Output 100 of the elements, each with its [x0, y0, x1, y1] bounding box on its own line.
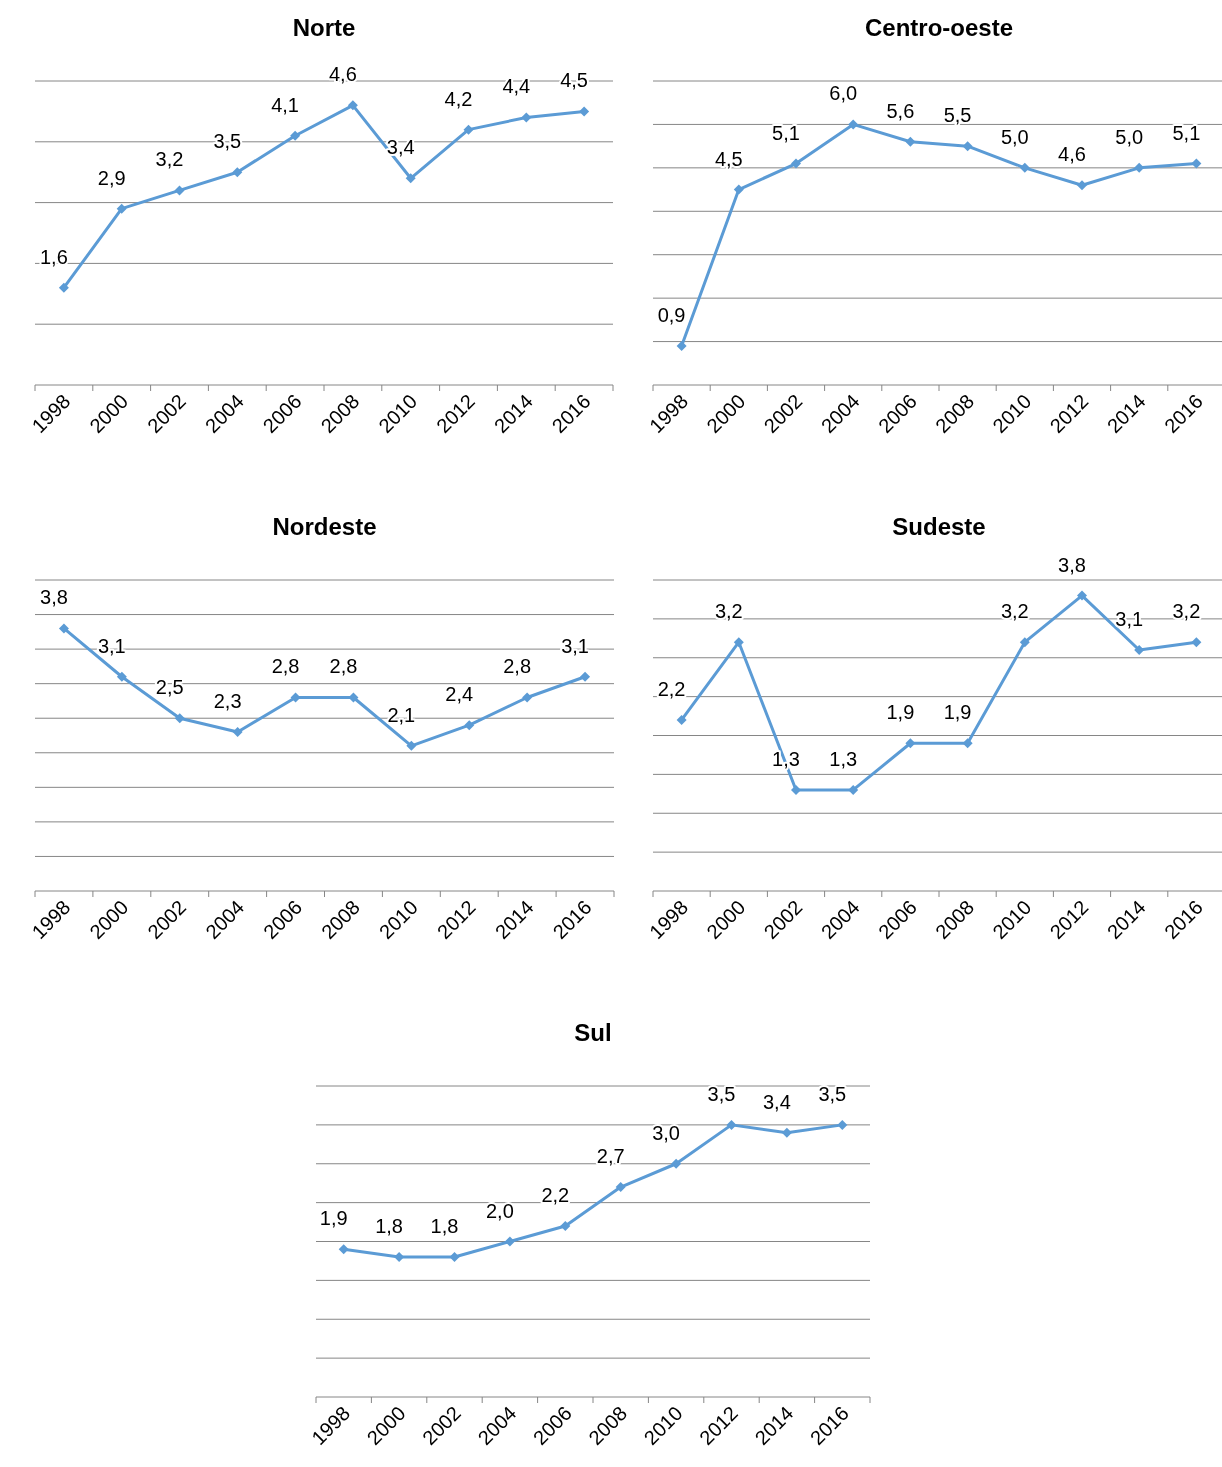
point [1077, 590, 1087, 601]
data-label: 3,2 [1000, 600, 1029, 623]
point [290, 130, 301, 141]
point [347, 100, 358, 111]
data-label: 4,6 [1058, 143, 1086, 166]
data-label: 4,2 [444, 87, 473, 110]
point [504, 1236, 515, 1247]
point [174, 713, 185, 724]
data-label: 4,5 [714, 147, 743, 170]
point [615, 1182, 626, 1193]
data-label: 2,2 [541, 1183, 570, 1206]
point [58, 623, 69, 634]
point [232, 167, 243, 178]
data-label: 3,5 [707, 1082, 736, 1105]
data-label: 6,0 [829, 82, 858, 105]
data-label: 2,4 [445, 683, 474, 706]
data-label: 4,6 [328, 63, 357, 86]
data-label: 3,1 [97, 634, 126, 657]
point [962, 738, 973, 749]
data-label: 2,3 [213, 690, 242, 713]
point [522, 692, 533, 703]
data-label: 1,9 [319, 1207, 348, 1230]
point [1134, 644, 1145, 655]
data-label: 5,1 [772, 121, 800, 144]
data-label: 1,6 [39, 245, 68, 268]
point [338, 1244, 349, 1255]
data-label: 4,1 [271, 93, 300, 116]
data-label: 2,8 [271, 655, 300, 678]
point [406, 740, 417, 751]
data-label: 5,6 [886, 99, 915, 122]
data-label: 5,0 [1115, 125, 1144, 148]
data-label: 1,8 [375, 1215, 404, 1238]
data-label: 5,5 [943, 104, 972, 127]
point [791, 158, 801, 169]
point [579, 106, 590, 117]
point [676, 340, 687, 351]
data-label: 3,2 [155, 148, 184, 171]
data-label: 3,2 [1172, 600, 1201, 623]
data-label: 1,9 [886, 701, 915, 724]
data-label: 3,8 [1058, 553, 1086, 576]
data-label: 2,7 [596, 1145, 625, 1168]
chart-title: Sudeste [892, 513, 986, 541]
data-label: 1,9 [943, 701, 972, 724]
point [1019, 162, 1030, 173]
point [733, 637, 744, 648]
point [116, 203, 127, 214]
data-label: 3,4 [386, 136, 415, 159]
point [521, 112, 532, 123]
point [463, 124, 474, 135]
data-label: 2,2 [657, 677, 686, 700]
data-label: 4,5 [560, 69, 589, 92]
data-label: 3,0 [652, 1121, 681, 1144]
point [726, 1119, 737, 1130]
data-label: 3,5 [818, 1082, 847, 1105]
point [1019, 637, 1030, 648]
point [905, 136, 916, 147]
point [848, 119, 859, 130]
data-label: 2,5 [155, 676, 184, 699]
data-label: 3,5 [213, 130, 242, 153]
data-label: 2,0 [485, 1199, 514, 1222]
data-label: 2,9 [97, 166, 126, 189]
data-label: 5,1 [1172, 121, 1201, 144]
point [676, 714, 687, 725]
point [781, 1127, 792, 1138]
point [733, 184, 744, 195]
data-label: 2,8 [503, 655, 532, 678]
point [232, 727, 243, 738]
point [116, 671, 127, 682]
point [962, 141, 973, 152]
point [848, 784, 859, 795]
point [405, 173, 416, 184]
point [1191, 158, 1202, 169]
data-label: 3,8 [40, 586, 68, 609]
point [449, 1252, 460, 1263]
chart-title: Nordeste [272, 513, 377, 541]
chart-title: Norte [292, 14, 356, 42]
point [1077, 180, 1087, 191]
point [905, 738, 916, 749]
data-label: 1,8 [430, 1215, 459, 1238]
data-label: 5,0 [1000, 125, 1029, 148]
data-label: 3,1 [561, 634, 589, 657]
point [580, 671, 591, 682]
point [174, 185, 185, 196]
data-label: 3,2 [714, 600, 743, 623]
point [58, 282, 69, 293]
data-label: 1,3 [829, 747, 858, 770]
point [464, 720, 475, 731]
point [791, 784, 801, 795]
data-label: 4,4 [502, 75, 531, 98]
point [560, 1220, 571, 1231]
data-label: 2,8 [329, 655, 358, 678]
point [1191, 637, 1202, 648]
data-label: 0,9 [657, 303, 686, 326]
chart-title: Centro-oeste [864, 14, 1014, 42]
chart-title: Sul [574, 1019, 612, 1047]
data-label: 2,1 [387, 703, 416, 726]
data-label: 3,4 [762, 1090, 791, 1113]
point [671, 1158, 682, 1169]
data-label: 3,1 [1115, 607, 1144, 630]
point [837, 1119, 848, 1130]
